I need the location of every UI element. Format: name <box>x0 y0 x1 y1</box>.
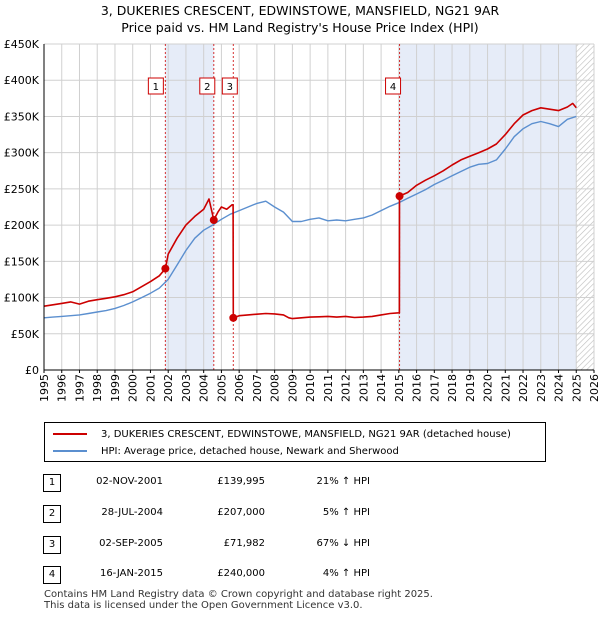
sale-label-number: 4 <box>390 82 396 93</box>
x-tick-label: 2025 <box>570 374 583 402</box>
hpi-series-line <box>43 115 577 319</box>
x-tick-label: 2013 <box>357 374 370 402</box>
legend-item-hpi: HPI: Average price, detached house, Newa… <box>53 443 399 459</box>
sale-label-box <box>147 77 164 95</box>
sale-number-badge: 4 <box>43 566 61 584</box>
y-tick-label: £300K <box>4 147 40 160</box>
x-tick-label: 2022 <box>517 374 530 402</box>
y-tick-label: £50K <box>11 328 40 341</box>
sale-price: £207,000 <box>217 507 265 518</box>
sale-label-box <box>221 77 238 95</box>
property-line-swatch <box>53 433 87 435</box>
x-tick-label: 2020 <box>482 374 495 402</box>
x-tick-label: 2012 <box>340 374 353 402</box>
sale-date: 28-JUL-2004 <box>101 507 163 518</box>
sale-label-box <box>199 77 216 95</box>
x-tick-label: 1995 <box>38 374 51 402</box>
sale-label-number: 2 <box>204 82 210 93</box>
x-tick-label: 2019 <box>464 374 477 402</box>
y-tick-label: £100K <box>4 292 40 305</box>
x-tick-label: 1998 <box>91 374 104 402</box>
x-tick-label: 2002 <box>162 374 175 402</box>
x-tick-label: 2024 <box>553 374 566 402</box>
sale-point <box>229 313 238 322</box>
x-tick-label: 2005 <box>215 374 228 402</box>
sale-label-number: 3 <box>227 82 233 93</box>
sale-point <box>209 216 218 225</box>
x-tick-label: 1996 <box>56 374 69 402</box>
x-tick-label: 2007 <box>251 374 264 402</box>
x-tick-label: 2000 <box>127 374 140 402</box>
sale-hpi-diff: 21% ↑ HPI <box>316 476 370 487</box>
x-tick-label: 2001 <box>144 374 157 402</box>
y-tick-label: £350K <box>4 110 40 123</box>
x-tick-label: 2010 <box>304 374 317 402</box>
x-tick-label: 2008 <box>269 374 282 402</box>
price-chart: 1 2 3 4 £0 £50K £100K £150K £200K £250K £300K £350K… <box>4 38 600 402</box>
sale-hpi-diff: 4% ↑ HPI <box>322 568 370 579</box>
y-tick-label: £200K <box>4 219 40 232</box>
legend: 3, DUKERIES CRESCENT, EDWINSTOWE, MANSFI… <box>44 422 546 462</box>
property-series-line <box>43 102 577 320</box>
sale-point <box>161 264 170 273</box>
y-tick-label: £150K <box>4 255 40 268</box>
sale-price: £240,000 <box>217 568 265 579</box>
x-tick-label: 2023 <box>535 374 548 402</box>
sale-number-badge: 2 <box>43 505 61 523</box>
legend-property-label: 3, DUKERIES CRESCENT, EDWINSTOWE, MANSFI… <box>101 428 511 440</box>
x-tick-label: 2003 <box>180 374 193 402</box>
x-tick-label: 2015 <box>393 374 406 402</box>
x-tick-label: 2011 <box>322 374 335 402</box>
footer: Contains HM Land Registry data © Crown c… <box>44 589 433 611</box>
sale-hpi-diff: 67% ↓ HPI <box>316 538 370 549</box>
sale-date: 02-SEP-2005 <box>99 538 163 549</box>
y-tick-label: £250K <box>4 183 40 196</box>
sale-hpi-diff: 5% ↑ HPI <box>322 507 370 518</box>
footer-copyright: Contains HM Land Registry data © Crown c… <box>44 589 433 600</box>
x-tick-label: 2004 <box>198 374 211 402</box>
y-tick-label: £400K <box>4 74 40 87</box>
sale-label-number: 1 <box>153 82 159 93</box>
y-tick-label: £0 <box>25 364 39 377</box>
sale-price: £139,995 <box>217 476 265 487</box>
sale-row: 4 16-JAN-2015 £240,000 4% ↑ HPI <box>0 566 600 584</box>
legend-hpi-label: HPI: Average price, detached house, Newa… <box>101 445 399 457</box>
x-tick-label: 2006 <box>233 374 246 402</box>
sale-row: 2 28-JUL-2004 £207,000 5% ↑ HPI <box>0 505 600 523</box>
x-tick-label: 2016 <box>411 374 424 402</box>
hpi-line-swatch <box>53 450 87 452</box>
forecast-hatch <box>576 44 594 370</box>
sale-number-badge: 3 <box>43 536 61 554</box>
sale-number-badge: 1 <box>43 474 61 492</box>
y-tick-label: £450K <box>4 38 40 51</box>
chart-title: 3, DUKERIES CRESCENT, EDWINSTOWE, MANSFI… <box>100 3 500 18</box>
x-tick-label: 1997 <box>73 374 86 402</box>
sale-row: 1 02-NOV-2001 £139,995 21% ↑ HPI <box>0 474 600 492</box>
x-tick-label: 2018 <box>446 374 459 402</box>
x-tick-label: 2026 <box>588 374 600 402</box>
sale-point <box>395 192 404 201</box>
x-tick-label: 2017 <box>428 374 441 402</box>
x-tick-label: 2009 <box>286 374 299 402</box>
footer-licence: This data is licensed under the Open Gov… <box>44 600 363 611</box>
sale-date: 16-JAN-2015 <box>99 568 163 579</box>
sale-date: 02-NOV-2001 <box>96 476 163 487</box>
x-tick-label: 2014 <box>375 374 388 402</box>
x-tick-label: 2021 <box>499 374 512 402</box>
sale-price: £71,982 <box>223 538 265 549</box>
legend-item-property: 3, DUKERIES CRESCENT, EDWINSTOWE, MANSFI… <box>53 426 511 442</box>
sale-row: 3 02-SEP-2005 £71,982 67% ↓ HPI <box>0 536 600 554</box>
sale-label-box <box>385 77 402 95</box>
chart-subtitle: Price paid vs. HM Land Registry's House … <box>121 20 479 35</box>
x-tick-label: 1999 <box>109 374 122 402</box>
